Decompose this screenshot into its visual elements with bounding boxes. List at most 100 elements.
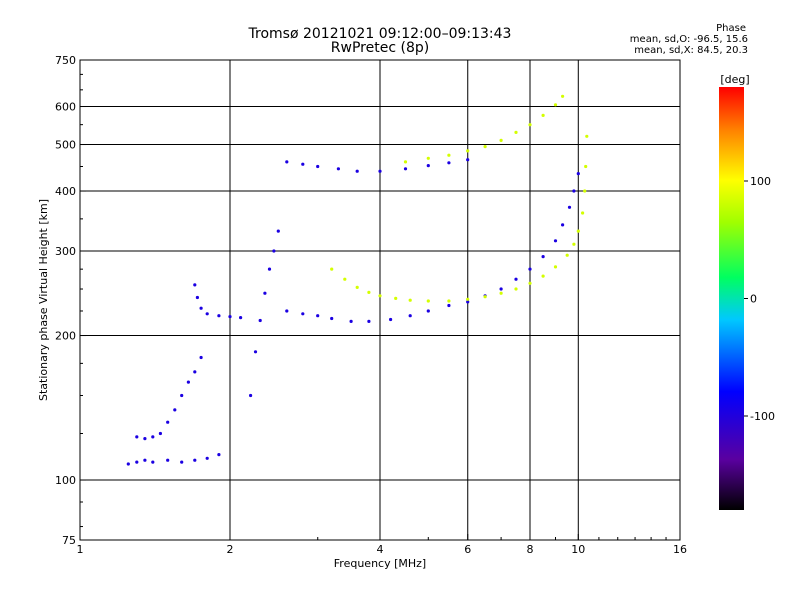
- echo-point-o: [301, 162, 305, 166]
- echo-point-o: [572, 189, 576, 193]
- echo-point-o: [151, 460, 155, 464]
- echo-point-o: [403, 167, 408, 171]
- echo-point-o: [355, 169, 359, 173]
- echo-point-o: [466, 300, 470, 304]
- echo-point-o: [173, 408, 177, 412]
- echo-point-o: [301, 312, 305, 316]
- echo-point-o: [447, 303, 451, 308]
- phase-stats-x: mean, sd,X: 84.5, 20.3: [634, 45, 748, 56]
- colorbar-tick-label: -100: [750, 410, 775, 423]
- echo-point-o: [193, 458, 197, 462]
- echo-point-o: [408, 314, 412, 318]
- x-axis-title: Frequency [MHz]: [334, 557, 426, 570]
- echo-point-x: [581, 211, 585, 215]
- echo-point-o: [228, 315, 232, 319]
- echo-point-o: [258, 318, 262, 323]
- echo-point-x: [426, 299, 430, 303]
- echo-point-x: [466, 149, 470, 153]
- echo-point-o: [143, 458, 147, 462]
- echo-point-o: [447, 161, 451, 165]
- x-tick-label: 2: [227, 543, 234, 556]
- x-tick-label: 8: [527, 543, 534, 556]
- colorbar-tick-label: 100: [750, 175, 771, 188]
- echo-point-x: [576, 229, 580, 233]
- echo-point-o: [553, 239, 558, 243]
- echo-point-o: [199, 306, 203, 310]
- y-tick-label: 750: [55, 54, 76, 67]
- echo-point-x: [447, 299, 451, 303]
- echo-point-o: [199, 355, 203, 360]
- y-tick-label: 100: [55, 474, 76, 487]
- echo-point-x: [447, 153, 451, 157]
- echo-point-x: [584, 164, 588, 169]
- echo-point-x: [499, 291, 503, 295]
- y-tick-label: 75: [62, 534, 76, 547]
- y-tick-label: 300: [55, 245, 76, 258]
- echo-point-x: [483, 295, 487, 299]
- echo-point-o: [135, 435, 139, 439]
- echo-point-o: [186, 380, 190, 384]
- echo-point-o: [180, 460, 184, 464]
- echo-point-o: [349, 319, 353, 323]
- echo-point-x: [378, 294, 382, 298]
- echo-point-x: [585, 134, 589, 138]
- echo-point-o: [151, 435, 155, 439]
- colorbar-label: [deg]: [720, 73, 749, 86]
- echo-point-x: [499, 138, 503, 142]
- echo-point-x: [572, 242, 576, 246]
- echo-point-x: [426, 156, 430, 160]
- echo-point-o: [249, 393, 253, 398]
- x-tick-label: 10: [571, 543, 585, 556]
- echo-point-o: [426, 309, 430, 313]
- x-tick-label: 1: [77, 543, 84, 556]
- echo-point-x: [330, 267, 334, 271]
- echo-point-o: [567, 205, 572, 209]
- y-tick-label: 400: [55, 185, 76, 198]
- echo-point-x: [466, 297, 470, 301]
- phase-colorbar: [719, 87, 744, 510]
- echo-point-o: [561, 223, 565, 227]
- echo-point-o: [166, 420, 170, 424]
- phase-stats-o: mean, sd,O: -96.5, 15.6: [629, 34, 748, 45]
- echo-point-o: [205, 456, 209, 460]
- y-tick-label: 200: [55, 330, 76, 343]
- echo-point-o: [193, 370, 197, 374]
- echo-point-o: [195, 295, 199, 300]
- echo-point-o: [135, 460, 139, 464]
- chart-subtitle: RwPretec (8p): [330, 40, 430, 56]
- y-tick-label: 500: [55, 139, 76, 152]
- echo-point-o: [514, 277, 518, 281]
- echo-point-o: [193, 283, 197, 287]
- colorbar-tick-label: 0: [750, 293, 757, 306]
- echo-point-x: [514, 287, 518, 291]
- x-tick-label: 16: [673, 543, 687, 556]
- echo-point-o: [158, 431, 162, 436]
- x-tick-label: 4: [377, 543, 384, 556]
- y-tick-label: 600: [55, 101, 76, 114]
- echo-point-x: [355, 285, 359, 289]
- echo-point-x: [541, 274, 545, 278]
- echo-point-o: [276, 229, 280, 233]
- echo-point-o: [272, 249, 276, 253]
- echo-point-x: [483, 145, 487, 149]
- echo-point-x: [553, 103, 558, 107]
- echo-point-o: [253, 350, 258, 354]
- phase-stats-title: Phase: [716, 23, 746, 34]
- echo-point-o: [217, 453, 221, 457]
- echo-point-o: [217, 314, 221, 318]
- echo-point-o: [285, 309, 289, 313]
- echo-point-o: [143, 437, 147, 441]
- echo-point-o: [180, 393, 184, 398]
- echo-point-x: [343, 277, 347, 281]
- echo-point-o: [499, 287, 503, 291]
- echo-point-o: [330, 316, 334, 321]
- echo-point-x: [541, 113, 545, 117]
- echo-point-x: [561, 94, 565, 98]
- echo-point-o: [263, 291, 267, 295]
- echo-point-o: [541, 255, 545, 259]
- echo-point-x: [408, 298, 412, 302]
- echo-point-x: [565, 253, 569, 257]
- echo-point-x: [403, 160, 408, 164]
- echo-point-o: [528, 267, 532, 271]
- echo-point-x: [528, 123, 532, 127]
